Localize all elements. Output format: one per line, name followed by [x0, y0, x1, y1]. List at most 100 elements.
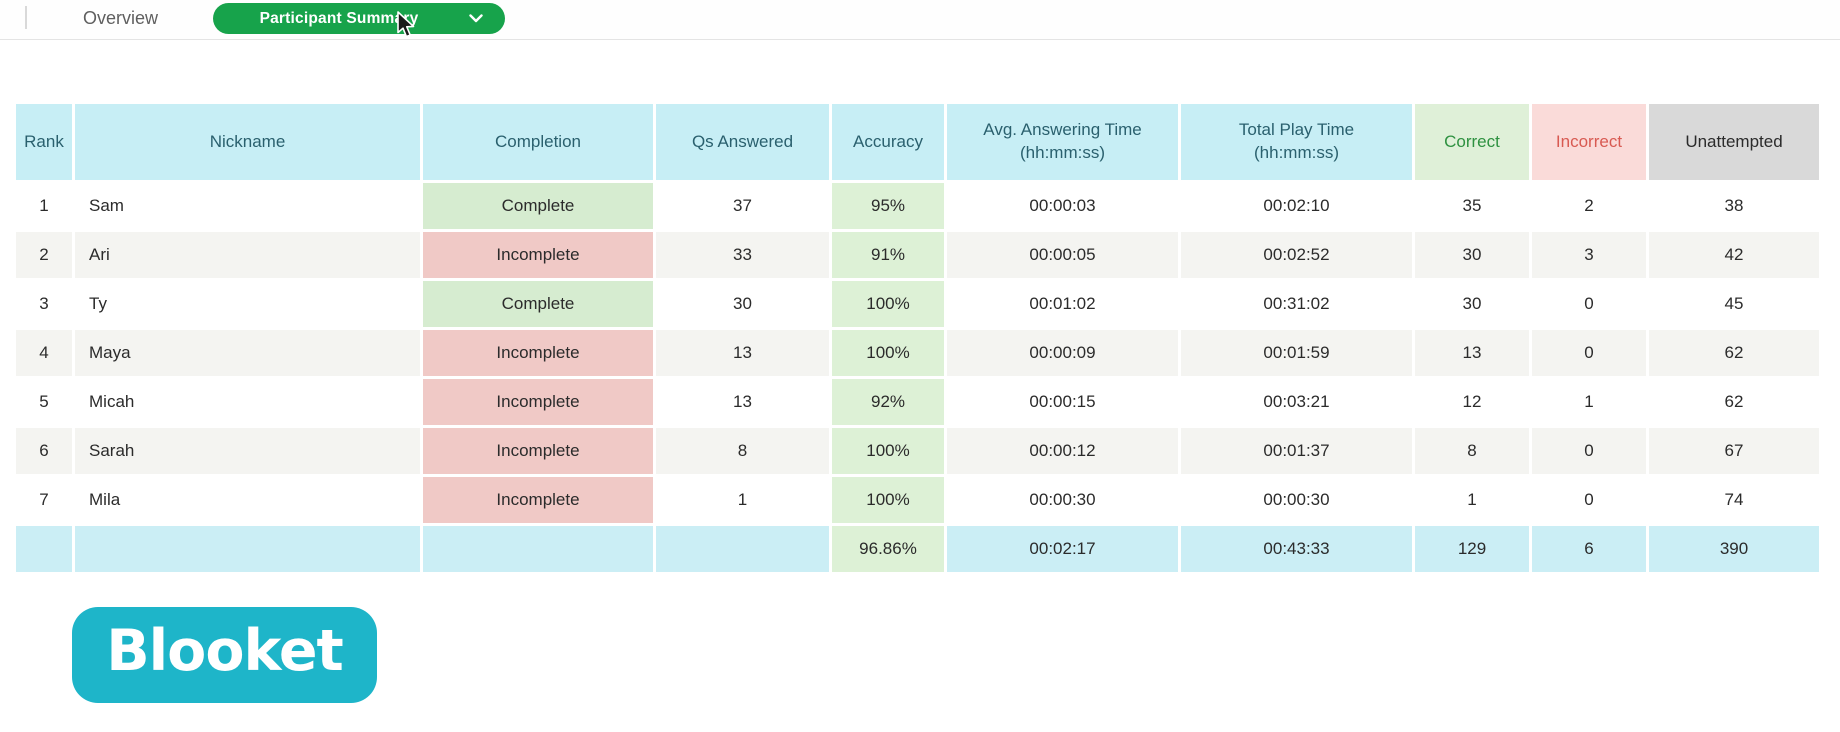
total_time-cell: 00:03:21 [1181, 379, 1412, 425]
accuracy-cell: 92% [832, 379, 944, 425]
completion-cell: Complete [423, 281, 653, 327]
unattempted-cell: 38 [1649, 183, 1819, 229]
summary-unattempted-cell: 390 [1649, 526, 1819, 572]
incorrect-cell: 0 [1532, 428, 1646, 474]
tab-bar: Overview Participant Summary [0, 0, 1840, 40]
unattempted-cell: 42 [1649, 232, 1819, 278]
summary-row: 96.86% 00:02:17 00:43:33 129 6 390 [16, 526, 1819, 572]
incorrect-cell: 2 [1532, 183, 1646, 229]
rank-cell: 7 [16, 477, 72, 523]
summary-correct-cell: 129 [1415, 526, 1529, 572]
table-row: 7 Mila Incomplete 1 100% 00:00:30 00:00:30 1 0 74 [16, 477, 1819, 523]
rank-cell: 3 [16, 281, 72, 327]
table-row: 2 Ari Incomplete 33 91% 00:00:05 00:02:52 30 3 42 [16, 232, 1819, 278]
correct-cell: 12 [1415, 379, 1529, 425]
correct-cell: 30 [1415, 281, 1529, 327]
summary-qs-cell [656, 526, 829, 572]
table-row: 3 Ty Complete 30 100% 00:01:02 00:31:02 30 0 45 [16, 281, 1819, 327]
completion-cell: Incomplete [423, 477, 653, 523]
nickname-cell: Sam [75, 183, 420, 229]
column-header-accuracy: Accuracy [832, 104, 944, 180]
summary-accuracy-cell: 96.86% [832, 526, 944, 572]
column-header-qs: Qs Answered [656, 104, 829, 180]
correct-cell: 30 [1415, 232, 1529, 278]
correct-cell: 1 [1415, 477, 1529, 523]
total_time-cell: 00:01:59 [1181, 330, 1412, 376]
tab-participant-summary-label: Participant Summary [259, 9, 419, 27]
unattempted-cell: 62 [1649, 379, 1819, 425]
summary-completion-cell [423, 526, 653, 572]
summary-total_time-cell: 00:43:33 [1181, 526, 1412, 572]
avg_time-cell: 00:00:05 [947, 232, 1178, 278]
rank-cell: 2 [16, 232, 72, 278]
header-row: Rank Nickname Completion Qs Answered Accurac… [16, 104, 1819, 180]
tab-divider [25, 6, 27, 29]
accuracy-cell: 100% [832, 477, 944, 523]
total_time-cell: 00:31:02 [1181, 281, 1412, 327]
avg_time-cell: 00:00:15 [947, 379, 1178, 425]
column-header-total_time: Total Play Time (hh:mm:ss) [1181, 104, 1412, 180]
accuracy-cell: 100% [832, 330, 944, 376]
completion-cell: Incomplete [423, 330, 653, 376]
nickname-cell: Mila [75, 477, 420, 523]
qs-cell: 13 [656, 330, 829, 376]
chevron-down-icon [469, 14, 483, 23]
accuracy-cell: 91% [832, 232, 944, 278]
summary-incorrect-cell: 6 [1532, 526, 1646, 572]
tab-overview[interactable]: Overview [83, 8, 159, 28]
correct-cell: 13 [1415, 330, 1529, 376]
avg_time-cell: 00:01:02 [947, 281, 1178, 327]
incorrect-cell: 0 [1532, 330, 1646, 376]
accuracy-cell: 95% [832, 183, 944, 229]
qs-cell: 1 [656, 477, 829, 523]
incorrect-cell: 0 [1532, 477, 1646, 523]
participant-table: Rank Nickname Completion Qs Answered Accurac… [13, 101, 1822, 575]
rank-cell: 1 [16, 183, 72, 229]
unattempted-cell: 74 [1649, 477, 1819, 523]
rank-cell: 6 [16, 428, 72, 474]
table-row: 6 Sarah Incomplete 8 100% 00:00:12 00:01:37 8 0 6… [16, 428, 1819, 474]
table-row: 1 Sam Complete 37 95% 00:00:03 00:02:10 35 2 38 [16, 183, 1819, 229]
column-header-correct: Correct [1415, 104, 1529, 180]
rank-cell: 5 [16, 379, 72, 425]
completion-cell: Incomplete [423, 379, 653, 425]
unattempted-cell: 45 [1649, 281, 1819, 327]
summary-avg_time-cell: 00:02:17 [947, 526, 1178, 572]
nickname-cell: Micah [75, 379, 420, 425]
qs-cell: 37 [656, 183, 829, 229]
table-row: 5 Micah Incomplete 13 92% 00:00:15 00:03:21 12 1… [16, 379, 1819, 425]
participant-summary-table-container: Rank Nickname Completion Qs Answered Accurac… [13, 101, 1822, 575]
summary-rank-cell [16, 526, 72, 572]
completion-cell: Incomplete [423, 232, 653, 278]
qs-cell: 33 [656, 232, 829, 278]
total_time-cell: 00:02:10 [1181, 183, 1412, 229]
blooket-logo-text: Blooket [106, 618, 344, 684]
avg_time-cell: 00:00:09 [947, 330, 1178, 376]
nickname-cell: Ari [75, 232, 420, 278]
avg_time-cell: 00:00:30 [947, 477, 1178, 523]
incorrect-cell: 1 [1532, 379, 1646, 425]
total_time-cell: 00:02:52 [1181, 232, 1412, 278]
completion-cell: Complete [423, 183, 653, 229]
qs-cell: 30 [656, 281, 829, 327]
column-header-nickname: Nickname [75, 104, 420, 180]
column-header-incorrect: Incorrect [1532, 104, 1646, 180]
nickname-cell: Maya [75, 330, 420, 376]
blooket-logo: Blooket [72, 607, 377, 703]
correct-cell: 35 [1415, 183, 1529, 229]
nickname-cell: Sarah [75, 428, 420, 474]
accuracy-cell: 100% [832, 281, 944, 327]
tab-participant-summary[interactable]: Participant Summary [213, 3, 505, 34]
qs-cell: 8 [656, 428, 829, 474]
avg_time-cell: 00:00:12 [947, 428, 1178, 474]
accuracy-cell: 100% [832, 428, 944, 474]
column-header-completion: Completion [423, 104, 653, 180]
qs-cell: 13 [656, 379, 829, 425]
rank-cell: 4 [16, 330, 72, 376]
table-row: 4 Maya Incomplete 13 100% 00:00:09 00:01:59 13 0… [16, 330, 1819, 376]
summary-nickname-cell [75, 526, 420, 572]
nickname-cell: Ty [75, 281, 420, 327]
incorrect-cell: 0 [1532, 281, 1646, 327]
column-header-rank: Rank [16, 104, 72, 180]
total_time-cell: 00:00:30 [1181, 477, 1412, 523]
